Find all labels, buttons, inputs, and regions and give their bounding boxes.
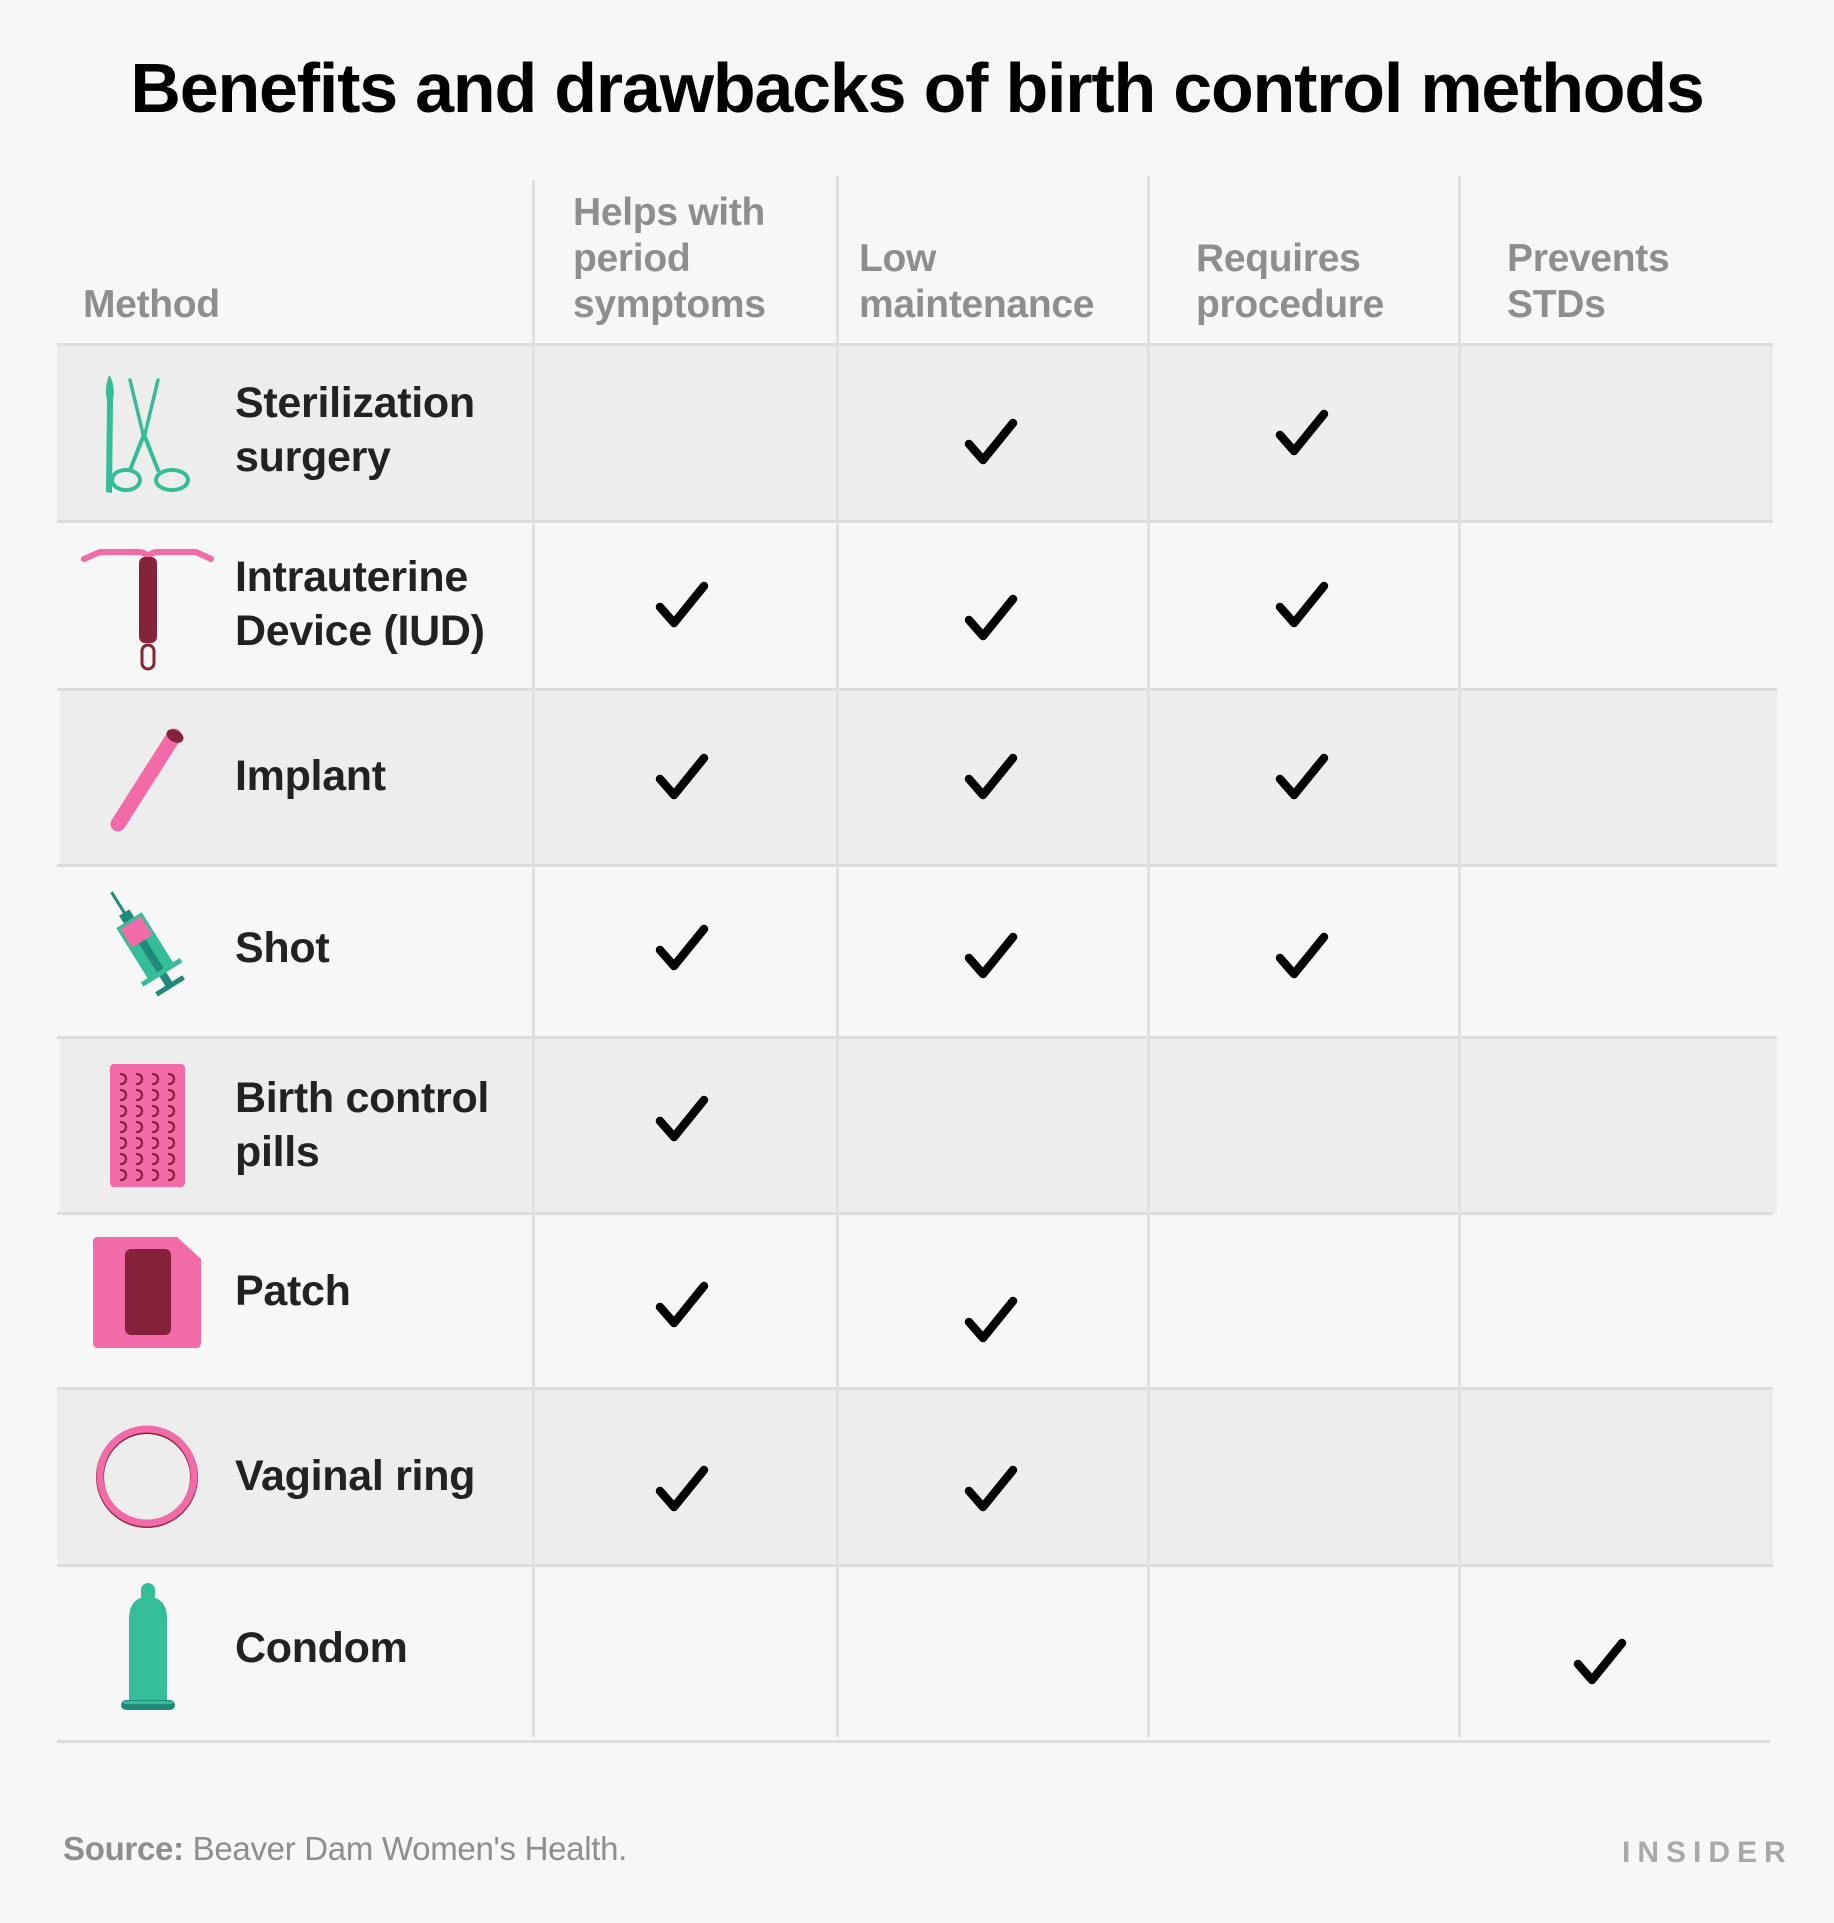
pill-pack-icon [110, 1064, 185, 1187]
checkmark-icon [1275, 932, 1329, 979]
checkmark-icon [964, 418, 1018, 465]
source-note: Source: Beaver Dam Women's Health. [63, 1830, 627, 1868]
checkmark-icon [655, 1095, 709, 1142]
source-text: Beaver Dam Women's Health. [183, 1830, 628, 1867]
method-label: Intrauterine Device (IUD) [235, 553, 485, 655]
grid-line [57, 688, 1777, 691]
row-background-implant [60, 690, 1777, 865]
grid-line [57, 864, 1777, 867]
method-label: Sterilization surgery [235, 379, 475, 481]
method-label: Patch [235, 1267, 351, 1315]
iud-icon [81, 549, 214, 671]
checkmark-icon [1573, 1638, 1627, 1685]
syringe-icon [110, 891, 185, 997]
checkmark-icon [655, 581, 709, 628]
grid-line [57, 1212, 1773, 1215]
header-requires-procedure: Requires procedure [1196, 237, 1385, 326]
header-prevents-stds: Prevents STDs [1507, 237, 1670, 326]
grid-line [57, 1564, 1773, 1567]
grid-line [57, 520, 1773, 523]
patch-icon [93, 1237, 201, 1348]
checkmark-icon [964, 1296, 1018, 1343]
checkmark-icon [964, 594, 1018, 641]
row-background-sterilization [57, 345, 1773, 521]
checkmark-icon [964, 753, 1018, 800]
source-label: Source: [63, 1830, 184, 1867]
method-label: Implant [235, 752, 386, 800]
grid-line [57, 1740, 1770, 1743]
method-label: Shot [235, 924, 330, 972]
column-divider [532, 180, 535, 1737]
checkmark-icon [964, 1465, 1018, 1512]
grid-line [57, 1387, 1773, 1390]
checkmark-icon [964, 932, 1018, 979]
checkmark-icon [655, 1465, 709, 1512]
header-low-maintenance: Low maintenance [859, 237, 1095, 326]
row-background-pills [60, 1038, 1777, 1213]
column-divider [1147, 176, 1150, 1737]
method-label: Vaginal ring [235, 1452, 476, 1500]
checkmark-icon [655, 1281, 709, 1328]
method-label: Birth control pills [235, 1074, 490, 1176]
method-label: Condom [235, 1624, 408, 1672]
grid-line [57, 1036, 1777, 1039]
checkmark-icon [655, 753, 709, 800]
page-title: Benefits and drawbacks of birth control … [130, 49, 1704, 127]
insider-logo: INSIDER [1622, 1836, 1793, 1869]
checkmark-icon [655, 924, 709, 971]
condom-icon [121, 1583, 175, 1710]
grid-line [57, 343, 1773, 346]
header-method: Method [83, 283, 220, 326]
ring-icon [96, 1425, 198, 1528]
column-divider [836, 176, 839, 1737]
row-background-ring [57, 1389, 1773, 1565]
header-helps-period-symptoms: Helps with period symptoms [573, 191, 766, 326]
column-divider [1458, 176, 1461, 1737]
checkmark-icon [1275, 581, 1329, 628]
scissors-scalpel-icon [105, 375, 190, 493]
checkmark-icon [1275, 753, 1329, 800]
checkmark-icon [1275, 409, 1329, 456]
implant-rod-icon [110, 728, 184, 832]
